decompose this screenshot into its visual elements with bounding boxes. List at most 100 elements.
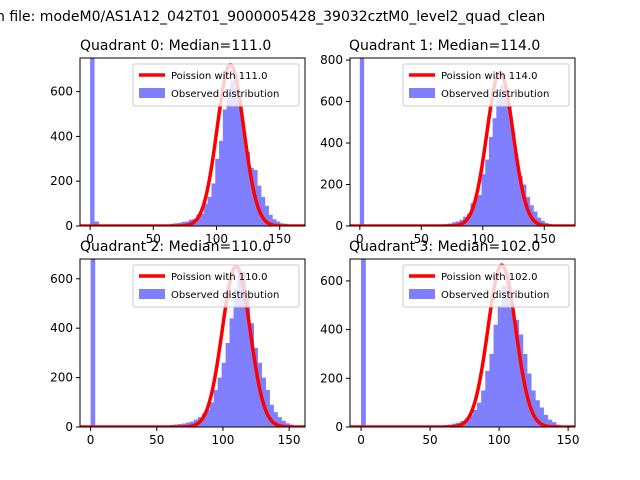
histogram-bar <box>281 420 286 427</box>
y-tick-label: 0 <box>65 219 73 233</box>
x-tick-label: 50 <box>146 232 161 246</box>
histogram-bar <box>265 389 270 427</box>
histogram-bar <box>485 159 490 226</box>
poisson-fit-line <box>80 62 305 226</box>
histogram-bar <box>269 404 274 427</box>
plot-area <box>80 58 305 226</box>
legend-fit-label: Poission with 114.0 <box>441 71 537 82</box>
histogram-bar <box>237 273 243 427</box>
legend-box <box>132 63 300 107</box>
quadrant-3-panel: Quadrant 3: Median=102.0 0 50 100 150 0 200 40… <box>320 239 579 447</box>
histogram-bar <box>514 159 520 226</box>
x-tick-label: 0 <box>357 433 365 447</box>
histogram-bar <box>551 422 557 427</box>
histogram-bar <box>534 400 540 427</box>
histogram-bar <box>476 402 482 427</box>
x-tick-label: 100 <box>471 232 494 246</box>
histogram-bar <box>497 305 503 427</box>
histogram-bar <box>260 196 266 226</box>
histogram-bar <box>468 414 474 427</box>
x-tick-label: 0 <box>356 232 364 246</box>
histogram-bar <box>209 402 215 427</box>
legend: Poission with 110.0 Observed distribution <box>132 264 300 308</box>
x-tick-label: 100 <box>205 232 228 246</box>
histogram-bar <box>477 194 483 226</box>
histogram-bar <box>472 409 478 427</box>
y-tick-label: 0 <box>65 420 73 434</box>
histogram-bar <box>205 409 211 427</box>
histogram-bar <box>273 412 278 427</box>
legend: Poission with 102.0 Observed distribution <box>402 264 570 308</box>
histogram-bar <box>488 136 494 226</box>
quadrant-1-title: Quadrant 1: Median=114.0 <box>349 38 540 54</box>
x-tick-label: 100 <box>488 433 511 447</box>
quadrant-3-axes: 0 50 100 150 0 200 400 600 Poission with 102.0 Ob… <box>320 258 580 447</box>
histogram-bar <box>230 80 235 226</box>
legend-hist-label: Observed distribution <box>441 89 549 100</box>
histogram-bar <box>518 334 524 427</box>
y-tick-label: 400 <box>320 323 343 337</box>
y-tick-label: 200 <box>320 178 343 192</box>
legend-box <box>402 264 570 308</box>
quadrant-1-panel: Quadrant 1: Median=114.0 0 50 100 150 0 200 40… <box>320 38 576 246</box>
poisson-fit-line <box>350 263 575 427</box>
histogram-bar <box>221 362 227 427</box>
histogram-bar <box>233 288 239 427</box>
quadrant-0-axes: 0 50 100 150 0 200 400 600 Poission with 111.0 Ob… <box>50 57 306 246</box>
histogram-bar <box>481 390 486 427</box>
histogram-bar <box>496 93 501 226</box>
axes-frame <box>79 57 306 227</box>
histogram-bar <box>253 347 259 427</box>
histogram-bar <box>507 105 512 226</box>
histogram-bar <box>277 417 282 427</box>
quadrant-3-title: Quadrant 3: Median=102.0 <box>349 239 540 255</box>
histogram-bar <box>245 293 251 427</box>
histogram-bar <box>500 84 505 226</box>
histogram-bar <box>234 89 239 226</box>
histogram-bar <box>185 422 191 427</box>
quadrant-2-axes: 0 50 100 150 0 200 400 600 Poission with 110.0 Ob… <box>50 258 306 447</box>
histogram-bar <box>90 58 95 226</box>
histogram-bar <box>474 196 479 226</box>
x-tick-label: 50 <box>149 433 164 447</box>
y-tick-label: 600 <box>50 85 73 99</box>
histogram-bar <box>505 276 511 427</box>
histogram-bar <box>245 152 251 226</box>
x-tick-label: 100 <box>211 433 234 447</box>
histogram-bar <box>215 158 220 226</box>
y-tick-label: 600 <box>50 272 73 286</box>
y-tick-label: 600 <box>320 274 343 288</box>
histogram-bar <box>359 58 365 226</box>
histogram-bar <box>514 319 520 427</box>
histogram-bar <box>485 371 491 427</box>
histogram-bar <box>481 174 486 226</box>
y-tick-label: 400 <box>50 321 73 335</box>
x-tick-label: 50 <box>414 232 429 246</box>
legend-hist-label: Observed distribution <box>441 290 549 301</box>
y-tick-label: 600 <box>320 95 343 109</box>
y-tick-label: 0 <box>335 219 343 233</box>
legend-hist-swatch <box>139 289 165 299</box>
quadrant-1-axes: 0 50 100 150 0 200 400 600 800 Poission with 114.… <box>320 53 576 246</box>
axes-frame <box>79 258 306 428</box>
histogram-bar <box>226 91 232 226</box>
axes-frame <box>349 57 576 227</box>
y-tick-label: 400 <box>320 136 343 150</box>
legend-hist-label: Observed distribution <box>171 290 279 301</box>
x-tick-label: 150 <box>278 433 301 447</box>
histogram-bar <box>543 414 549 427</box>
histogram-bar <box>503 97 508 226</box>
x-tick-label: 0 <box>86 232 94 246</box>
x-tick-label: 150 <box>533 232 556 246</box>
plot-area <box>80 259 305 427</box>
histogram-bar <box>489 353 495 427</box>
histogram-bar <box>90 259 96 427</box>
histogram-bar <box>225 343 231 427</box>
histogram-bar <box>464 418 470 427</box>
legend-box <box>132 264 300 308</box>
histogram-bar <box>470 203 475 226</box>
histogram-bar <box>539 407 544 427</box>
legend-fit-label: Poission with 111.0 <box>171 71 267 82</box>
x-tick-label: 150 <box>557 433 580 447</box>
